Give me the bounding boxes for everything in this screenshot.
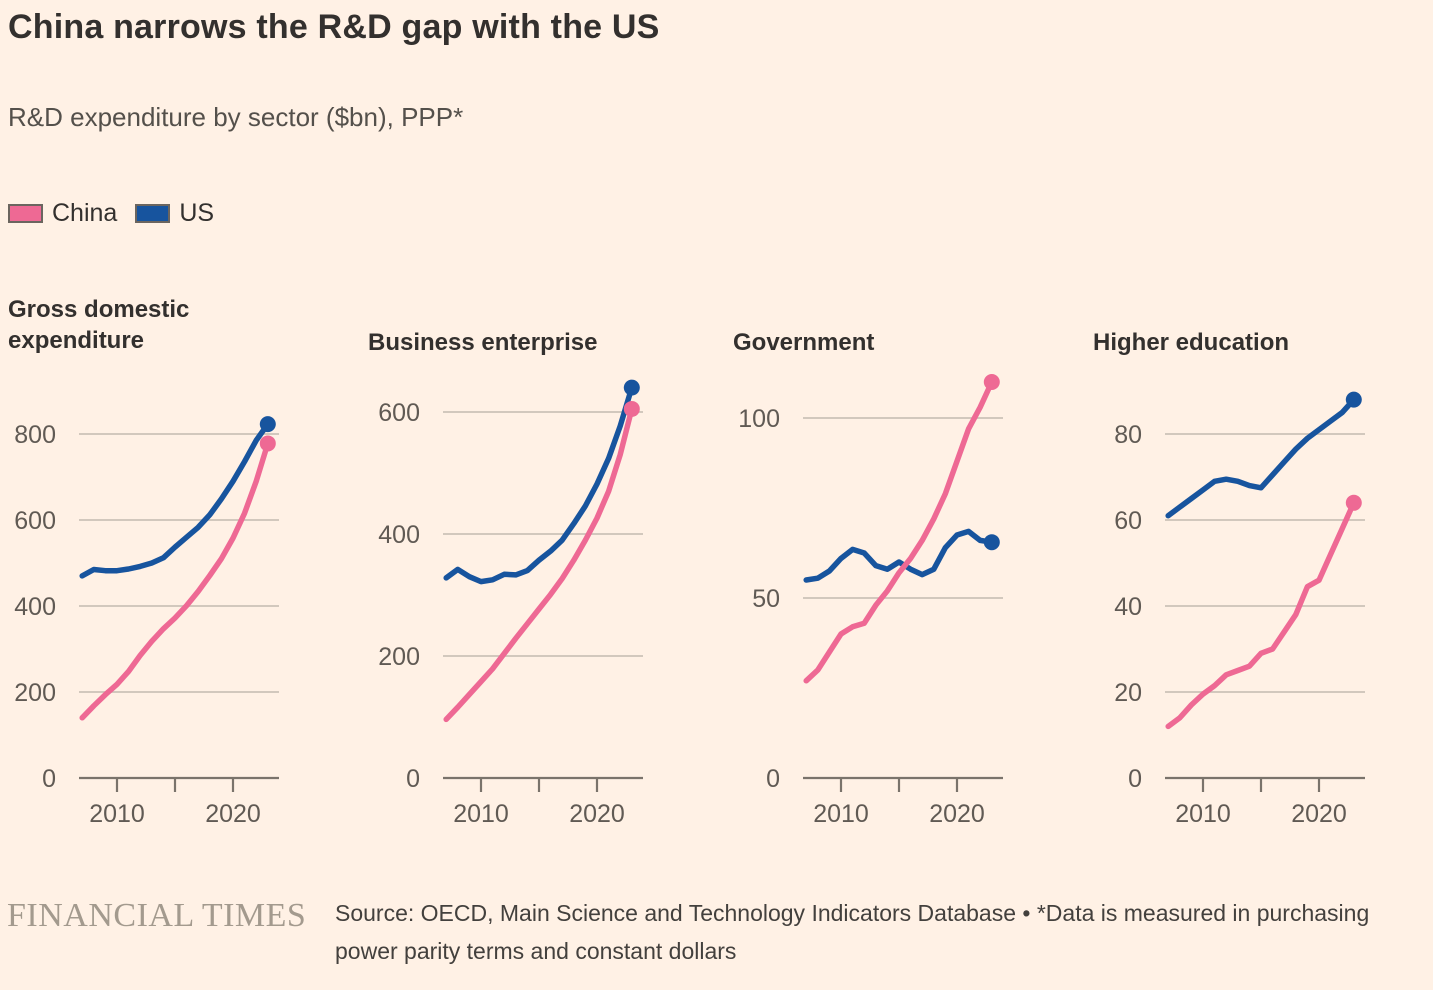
- svg-text:600: 600: [14, 507, 56, 535]
- source-line-1: Source: OECD, Main Science and Technolog…: [335, 900, 1370, 926]
- svg-text:2010: 2010: [453, 800, 509, 828]
- source-text: Source: OECD, Main Science and Technolog…: [335, 894, 1369, 970]
- svg-text:200: 200: [14, 679, 56, 707]
- svg-text:2010: 2010: [813, 800, 869, 828]
- legend: China US: [8, 199, 214, 228]
- panel-title-gross-domestic-expenditure: Gross domestic expenditure: [8, 296, 190, 354]
- svg-text:40: 40: [1114, 593, 1142, 621]
- svg-text:200: 200: [378, 643, 420, 671]
- chart-business-enterprise: 0 200 400 600 2010 2020: [378, 379, 643, 828]
- legend-item-china: China: [8, 199, 117, 228]
- legend-label-china: China: [52, 199, 118, 227]
- panel-title-government: Government: [733, 329, 875, 356]
- svg-text:2020: 2020: [569, 800, 625, 828]
- svg-text:600: 600: [378, 399, 420, 427]
- svg-text:20: 20: [1114, 679, 1142, 707]
- svg-text:2020: 2020: [929, 800, 985, 828]
- source-line-2: power parity terms and constant dollars: [335, 938, 737, 964]
- svg-text:50: 50: [752, 585, 780, 613]
- chart-higher-education: 0 20 40 60 80 2010 2020: [1114, 391, 1365, 828]
- panel-title-higher-education: Higher education: [1093, 329, 1290, 356]
- svg-text:2020: 2020: [205, 800, 261, 828]
- svg-text:800: 800: [14, 421, 56, 449]
- page-title: China narrows the R&D gap with the US: [8, 8, 660, 46]
- svg-text:0: 0: [42, 765, 56, 793]
- svg-text:2010: 2010: [89, 800, 145, 828]
- svg-text:60: 60: [1114, 507, 1142, 535]
- chart-gross-domestic-expenditure: 0 200 400 600 800 2010 2020: [14, 416, 279, 828]
- svg-text:400: 400: [14, 593, 56, 621]
- svg-text:100: 100: [738, 405, 780, 433]
- chart-government: 0 50 100 2010 2020: [738, 374, 1003, 828]
- panel-title-business-enterprise: Business enterprise: [368, 329, 598, 356]
- ft-logo: FINANCIAL TIMES: [7, 897, 307, 934]
- svg-text:2020: 2020: [1291, 800, 1347, 828]
- svg-text:2010: 2010: [1175, 800, 1231, 828]
- page-subtitle: R&D expenditure by sector ($bn), PPP*: [8, 102, 464, 132]
- legend-item-us: US: [135, 199, 214, 228]
- svg-text:0: 0: [406, 765, 420, 793]
- svg-text:0: 0: [766, 765, 780, 793]
- legend-label-us: US: [179, 199, 215, 227]
- svg-text:0: 0: [1128, 765, 1142, 793]
- legend-swatch-us: [135, 204, 171, 223]
- svg-text:400: 400: [378, 521, 420, 549]
- legend-swatch-china: [8, 204, 43, 223]
- svg-text:80: 80: [1114, 421, 1142, 449]
